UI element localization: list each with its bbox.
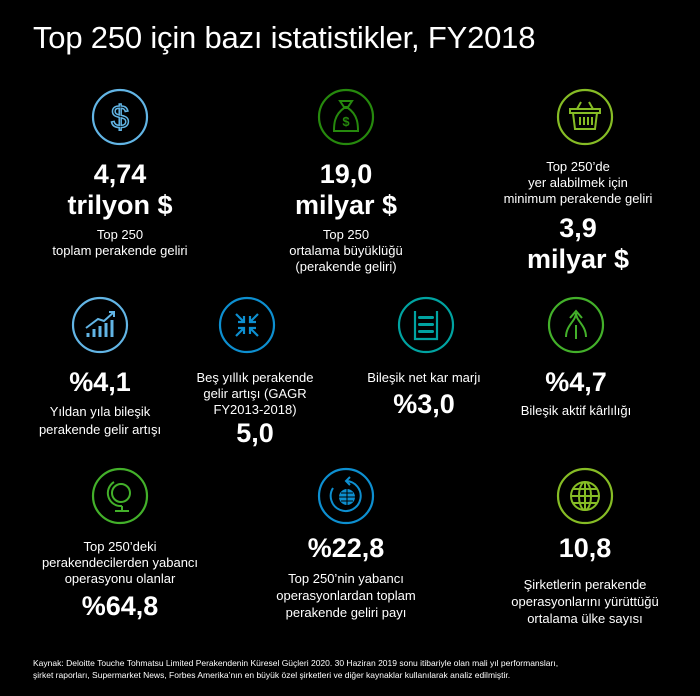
- stat-value: 5,0: [236, 418, 274, 448]
- stat-value: %4,7: [545, 367, 607, 397]
- stat-minimum-revenue: Top 250’de yer alabilmek için minimum pe…: [453, 159, 700, 275]
- page-title: Top 250 için bazı istatistikler, FY2018: [33, 20, 536, 55]
- stat-foreign-revenue-share: %22,8 Top 250’nin yabancı operasyonlarda…: [221, 533, 471, 621]
- stat-average-countries: 10,8 Şirketlerin perakende operasyonları…: [460, 533, 700, 627]
- stat-value: %4,1: [69, 367, 131, 397]
- stat-label: operasyonlardan toplam: [276, 588, 416, 603]
- stat-label: minimum perakende geliri: [503, 191, 653, 206]
- split-arrows-icon: [546, 295, 606, 355]
- stat-value: 19,0: [319, 159, 373, 189]
- shopping-basket-icon: [555, 87, 615, 147]
- stat-unit: milyar $: [294, 190, 398, 220]
- stat-value: %64,8: [81, 591, 159, 621]
- stat-label: perakendecilerden yabancı: [41, 555, 199, 570]
- growth-chart-icon: [70, 295, 130, 355]
- dollar-icon: $: [90, 87, 150, 147]
- stat-label: Top 250’de: [546, 159, 610, 174]
- stat-label: operasyonu olanlar: [64, 571, 176, 586]
- desk-globe-icon: [90, 466, 150, 526]
- stat-value: 10,8: [558, 533, 612, 563]
- stat-label: toplam perakende geliri: [52, 243, 188, 258]
- stat-average-size: 19,0 milyar $ Top 250 ortalama büyüklüğü…: [221, 159, 471, 275]
- stat-five-year-growth: Beş yıllık perakende gelir artışı (GAGR …: [130, 370, 380, 449]
- stat-total-revenue: 4,74 trilyon $ Top 250 toplam perakende …: [0, 159, 245, 259]
- stat-label: perakende geliri payı: [285, 605, 407, 620]
- stat-value: 4,74: [93, 159, 147, 189]
- stat-label: yer alabilmek için: [528, 175, 628, 190]
- stat-unit: milyar $: [526, 244, 630, 274]
- svg-text:$: $: [111, 99, 129, 135]
- stat-foreign-operations-share: Top 250’deki perakendecilerden yabancı o…: [0, 539, 245, 622]
- stat-value: %22,8: [307, 533, 385, 563]
- source-note: Kaynak: Deloitte Touche Tohmatsu Limited…: [33, 657, 683, 681]
- stat-label: perakende gelir artışı: [38, 422, 162, 437]
- stat-net-margin: Bileşik net kar marjı %3,0: [299, 370, 549, 420]
- stat-label: (perakende geliri): [295, 259, 397, 274]
- compress-arrows-icon: [217, 295, 277, 355]
- stat-value: %3,0: [393, 389, 455, 419]
- stat-label: Bileşik net kar marjı: [367, 370, 481, 385]
- stat-label: ortalama ülke sayısı: [527, 611, 643, 626]
- stat-label: Bileşik aktif kârlılığı: [520, 403, 632, 418]
- stat-label: Şirketlerin perakende: [523, 577, 647, 592]
- stat-return-on-assets: %4,7 Bileşik aktif kârlılığı: [451, 367, 700, 419]
- abacus-icon: [396, 295, 456, 355]
- stat-label: Top 250’nin yabancı: [288, 571, 404, 586]
- stat-yoy-growth: %4,1 Yıldan yıla bileşik perakende gelir…: [0, 367, 225, 439]
- stat-value: 3,9: [559, 213, 597, 243]
- stat-label: gelir artışı (GAGR: [203, 386, 307, 401]
- stat-label: Top 250: [96, 227, 144, 242]
- stat-unit: trilyon $: [67, 190, 173, 220]
- stat-label: ortalama büyüklüğü: [289, 243, 403, 258]
- rotating-globe-icon: [316, 466, 376, 526]
- stat-label: Beş yıllık perakende: [196, 370, 314, 385]
- globe-icon: [555, 466, 615, 526]
- stat-label: Top 250: [322, 227, 370, 242]
- source-line: Kaynak: Deloitte Touche Tohmatsu Limited…: [33, 658, 559, 668]
- stat-label: Yıldan yıla bileşik: [49, 404, 151, 419]
- stat-label: Top 250’deki: [83, 539, 157, 554]
- svg-text:$: $: [342, 114, 350, 129]
- stat-label: operasyonlarını yürüttüğü: [511, 594, 659, 609]
- source-line: şirket raporları, Supermarket News, Forb…: [33, 670, 511, 680]
- money-bag-icon: $: [316, 87, 376, 147]
- stat-label: FY2013-2018): [213, 402, 297, 417]
